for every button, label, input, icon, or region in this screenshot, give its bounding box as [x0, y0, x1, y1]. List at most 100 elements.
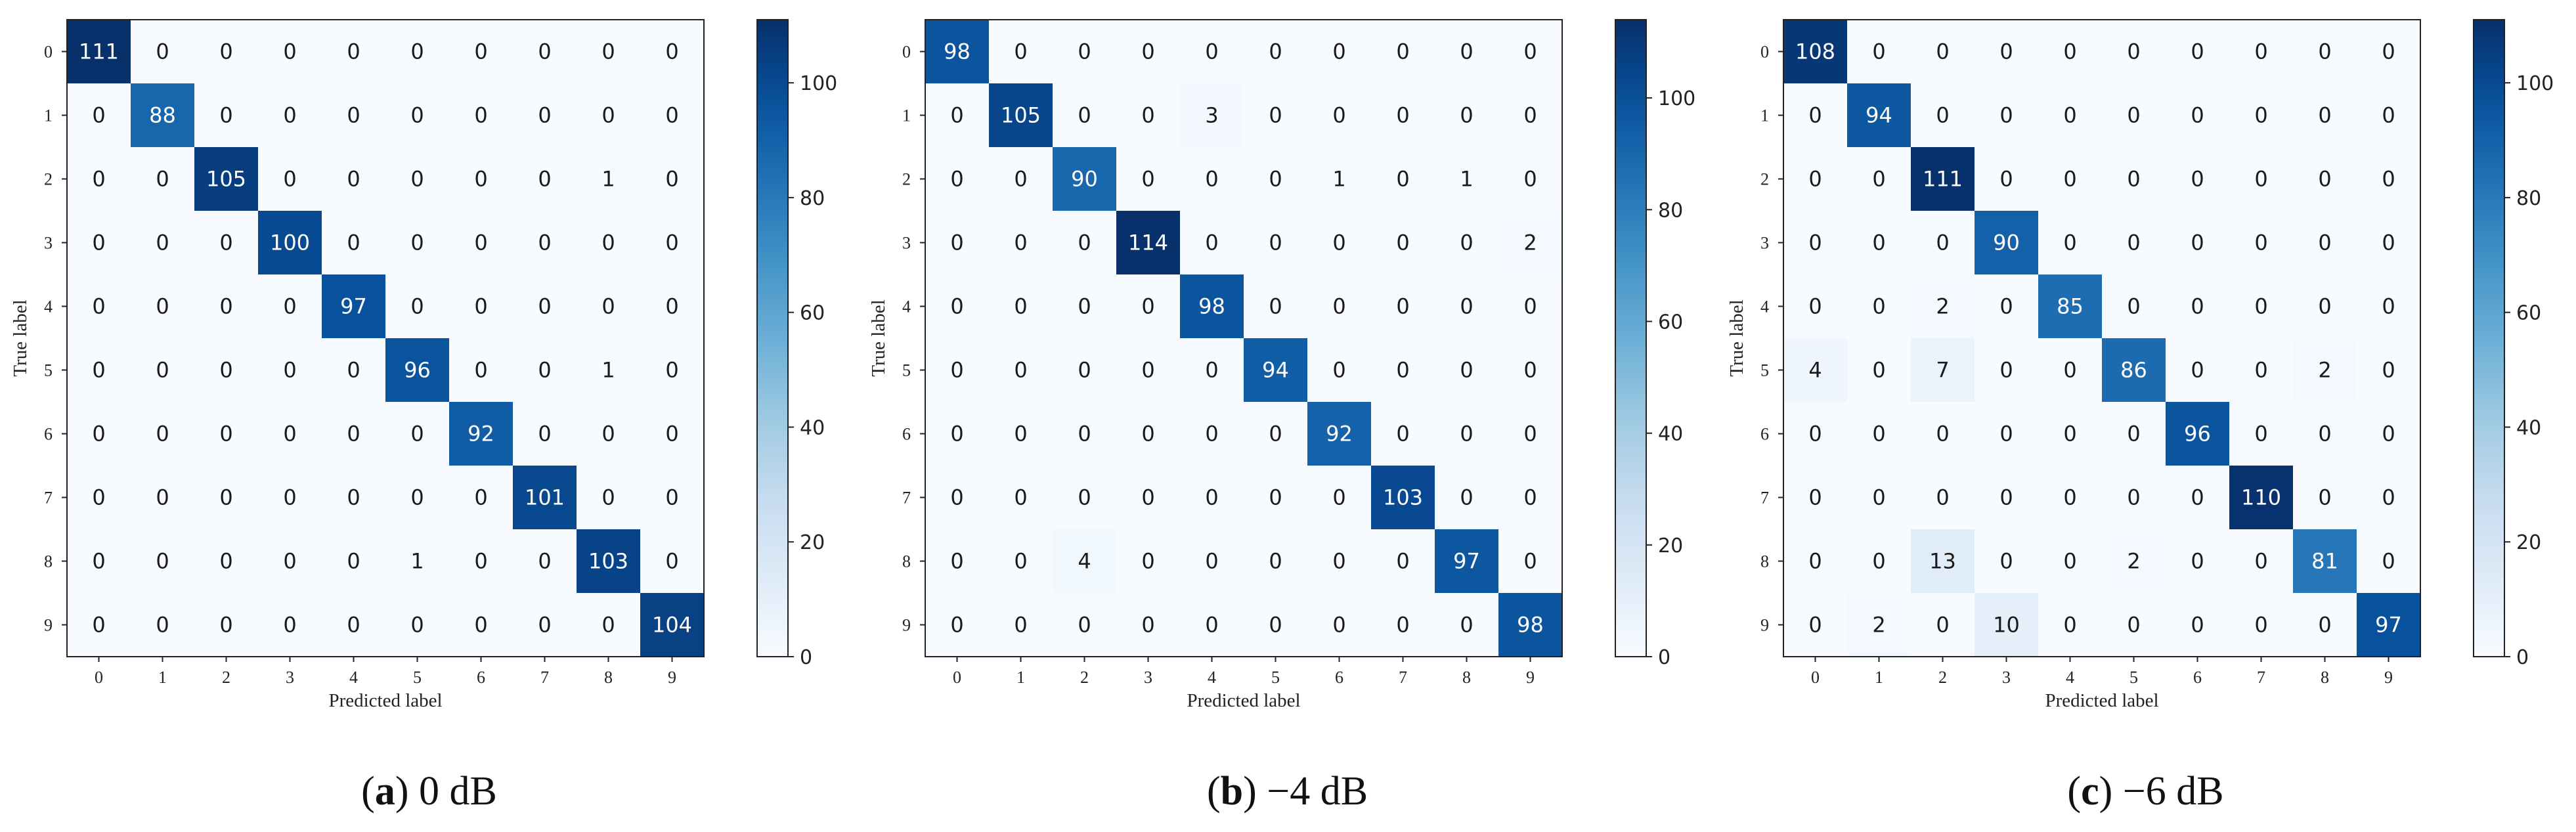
matrix-cell	[1053, 83, 1117, 148]
cell-value: 0	[1808, 294, 1822, 319]
matrix-cell	[1911, 466, 1975, 530]
matrix-cell	[2166, 338, 2230, 403]
matrix-cell	[2102, 211, 2166, 275]
matrix-cell	[385, 83, 450, 148]
matrix-cell	[449, 274, 513, 339]
matrix-cell	[1498, 83, 1563, 148]
x-tick-label: 9	[668, 668, 676, 687]
matrix-cell	[1180, 211, 1244, 275]
matrix-cell	[1116, 274, 1181, 339]
matrix-cell	[385, 20, 450, 84]
colorbar	[756, 19, 789, 657]
matrix-cell	[640, 211, 705, 275]
cell-value: 0	[1269, 613, 1282, 638]
matrix-cell	[1371, 147, 1435, 211]
matrix-cell	[989, 147, 1053, 211]
matrix-cell	[258, 402, 322, 466]
matrix-cell	[1498, 211, 1563, 275]
confusion-matrix-panel-a: 111 0 0 0 0 0 0 0 0 0 0 88 0 0 0 0 0 0 0 0 0 0 105 0 0 0 0 0 1 0 0 0 0 10…	[0, 0, 858, 832]
cell-value: 2	[1872, 613, 1885, 638]
y-tick-label: 7	[1760, 489, 1769, 508]
matrix-cell	[1498, 147, 1563, 211]
matrix-cell	[640, 402, 705, 466]
matrix-cell	[385, 274, 450, 339]
cell-value: 0	[950, 167, 963, 192]
cell-value: 0	[2127, 167, 2140, 192]
x-tick-label: 1	[1016, 668, 1025, 687]
x-tick-label: 9	[1526, 668, 1535, 687]
matrix-cell	[131, 274, 195, 339]
matrix-cell	[1435, 83, 1499, 148]
matrix-cell	[2166, 402, 2230, 466]
matrix-cell	[989, 466, 1053, 530]
y-tick-label: 4	[902, 297, 911, 317]
cell-value: 0	[538, 358, 551, 383]
matrix-cell	[2357, 274, 2421, 339]
cell-value: 4	[1078, 549, 1091, 574]
matrix-cell	[1498, 466, 1563, 530]
cell-value: 0	[665, 230, 678, 255]
cell-value: 0	[474, 103, 487, 128]
matrix-cell	[989, 83, 1053, 148]
matrix-cell	[2229, 83, 2294, 148]
cell-value: 0	[1269, 485, 1282, 510]
x-tick-label: 2	[222, 668, 230, 687]
matrix-cell	[258, 274, 322, 339]
cell-value: 0	[950, 549, 963, 574]
cell-value: 0	[1808, 549, 1822, 574]
y-tick-label: 2	[902, 170, 911, 189]
cell-value: 2	[2127, 549, 2140, 574]
matrix-cell	[1783, 211, 1848, 275]
y-tick-label: 3	[902, 234, 911, 253]
matrix-cell	[1847, 211, 1911, 275]
cell-value: 0	[347, 422, 360, 447]
matrix-cell	[1847, 466, 1911, 530]
x-tick-label: 6	[1335, 668, 1343, 687]
matrix-cell	[385, 466, 450, 530]
cell-value: 10	[1993, 613, 2020, 638]
cell-value: 0	[2254, 549, 2267, 574]
matrix-cell	[322, 529, 386, 594]
cell-value: 81	[2311, 549, 2338, 574]
cell-value: 0	[2382, 422, 2395, 447]
matrix-cell	[1244, 529, 1308, 594]
cell-value: 0	[1269, 549, 1282, 574]
matrix-cell	[1180, 20, 1244, 84]
cell-value: 110	[2241, 485, 2281, 510]
x-tick-label: 5	[1271, 668, 1280, 687]
cell-value: 0	[283, 294, 296, 319]
cell-value: 0	[1523, 422, 1537, 447]
matrix-cell	[2038, 593, 2103, 657]
cell-value: 0	[156, 422, 169, 447]
matrix-cell	[1371, 274, 1435, 339]
cell-value: 0	[474, 549, 487, 574]
cell-value: 0	[219, 294, 232, 319]
cell-value: 0	[2318, 294, 2331, 319]
matrix-cell	[1244, 402, 1308, 466]
y-tick-label: 8	[1760, 552, 1769, 571]
cell-value: 0	[347, 230, 360, 255]
cell-value: 0	[601, 613, 615, 638]
matrix-cell	[2166, 83, 2230, 148]
matrix-cell	[513, 211, 577, 275]
matrix-cell	[513, 20, 577, 84]
cell-value: 96	[404, 358, 431, 383]
cell-value: 0	[1936, 422, 1949, 447]
y-tick-label: 0	[44, 43, 53, 62]
x-tick-label: 6	[477, 668, 485, 687]
cell-value: 0	[1078, 358, 1091, 383]
cell-value: 0	[1999, 294, 2013, 319]
matrix-cell	[449, 20, 513, 84]
cell-value: 4	[1808, 358, 1822, 383]
cell-value: 0	[1460, 103, 1473, 128]
cell-value: 0	[601, 422, 615, 447]
matrix-cell	[2102, 529, 2166, 594]
matrix-cell	[322, 593, 386, 657]
matrix-cell	[1435, 147, 1499, 211]
plot-frame	[925, 19, 1563, 657]
caption-a: (a) 0 dB	[361, 769, 497, 814]
matrix-cell	[2229, 211, 2294, 275]
matrix-cell	[2229, 529, 2294, 594]
cell-value: 0	[474, 167, 487, 192]
cell-value: 1	[410, 549, 424, 574]
